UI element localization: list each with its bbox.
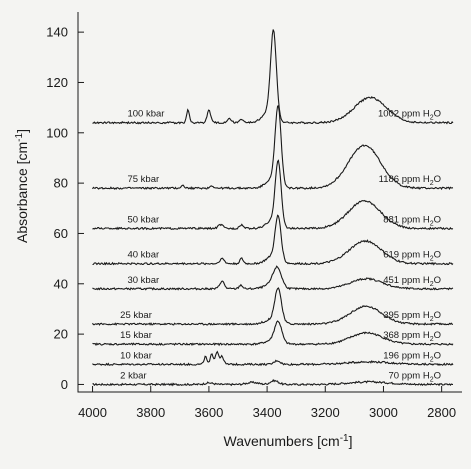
axes xyxy=(77,12,462,393)
series-pressure-label: 25 kbar xyxy=(120,310,152,321)
series-water-label: 395 ppm H2O xyxy=(383,310,441,323)
series-pressure-label: 15 kbar xyxy=(120,330,152,341)
spectrum-line xyxy=(92,287,454,326)
y-tick-label: 60 xyxy=(54,226,68,241)
series-water-label: 451 ppm H2O xyxy=(383,275,441,288)
y-tick-label: 100 xyxy=(46,125,68,140)
series-pressure-label: 100 kbar xyxy=(127,109,164,120)
x-tick-label: 4000 xyxy=(78,405,107,420)
spectrum-line xyxy=(92,105,454,191)
series-water-label: 881 ppm H2O xyxy=(383,214,441,227)
y-tick-label: 20 xyxy=(54,327,68,342)
series-water-label: 70 ppm H2O xyxy=(389,370,441,383)
spectrum-line xyxy=(92,350,454,367)
series-pressure-label: 30 kbar xyxy=(127,275,159,286)
series-water-label: 1002 ppm H2O xyxy=(378,109,441,122)
spectrum-line xyxy=(92,320,454,347)
series-pressure-label: 2 kbar xyxy=(120,370,146,381)
series-labels: 2 kbar 70 ppm H2O 10 kbar 196 ppm H2O 15 kba… xyxy=(120,109,441,384)
tick-group: 0 20 40 60 80 100 120 140 4000 3800 3600 3400 3200 30… xyxy=(46,25,456,420)
spectrum-line xyxy=(92,159,454,231)
series-water-label: 619 ppm H2O xyxy=(383,250,441,263)
series-pressure-label: 10 kbar xyxy=(120,350,152,361)
x-tick-label: 3800 xyxy=(136,405,165,420)
spectrum-line xyxy=(92,29,454,125)
y-tick-label: 80 xyxy=(54,176,68,191)
x-tick-label: 2800 xyxy=(427,405,456,420)
series-water-label: 196 ppm H2O xyxy=(383,350,441,363)
series-water-label: 1186 ppm H2O xyxy=(379,174,441,187)
x-tick-label: 3400 xyxy=(253,405,282,420)
x-tick-label: 3000 xyxy=(369,405,398,420)
y-tick-label: 120 xyxy=(46,75,68,90)
y-axis-title: Absorbance [cm-1] xyxy=(14,129,30,243)
series-water-label: 368 ppm H2O xyxy=(383,330,441,343)
spectra-group xyxy=(92,29,454,387)
axis-lines xyxy=(77,12,462,393)
series-pressure-label: 75 kbar xyxy=(127,174,159,185)
y-tick-label: 0 xyxy=(61,377,68,392)
y-tick-label: 40 xyxy=(54,276,68,291)
spectrum-line xyxy=(92,265,454,291)
series-pressure-label: 50 kbar xyxy=(127,214,159,225)
y-tick-label: 140 xyxy=(46,25,68,40)
x-tick-label: 3600 xyxy=(194,405,223,420)
spectrum-line xyxy=(92,214,454,266)
spectrum-line xyxy=(92,378,453,387)
x-axis-title: Wavenumbers [cm-1] xyxy=(224,433,353,449)
x-tick-label: 3200 xyxy=(311,405,340,420)
series-pressure-label: 40 kbar xyxy=(127,250,159,261)
